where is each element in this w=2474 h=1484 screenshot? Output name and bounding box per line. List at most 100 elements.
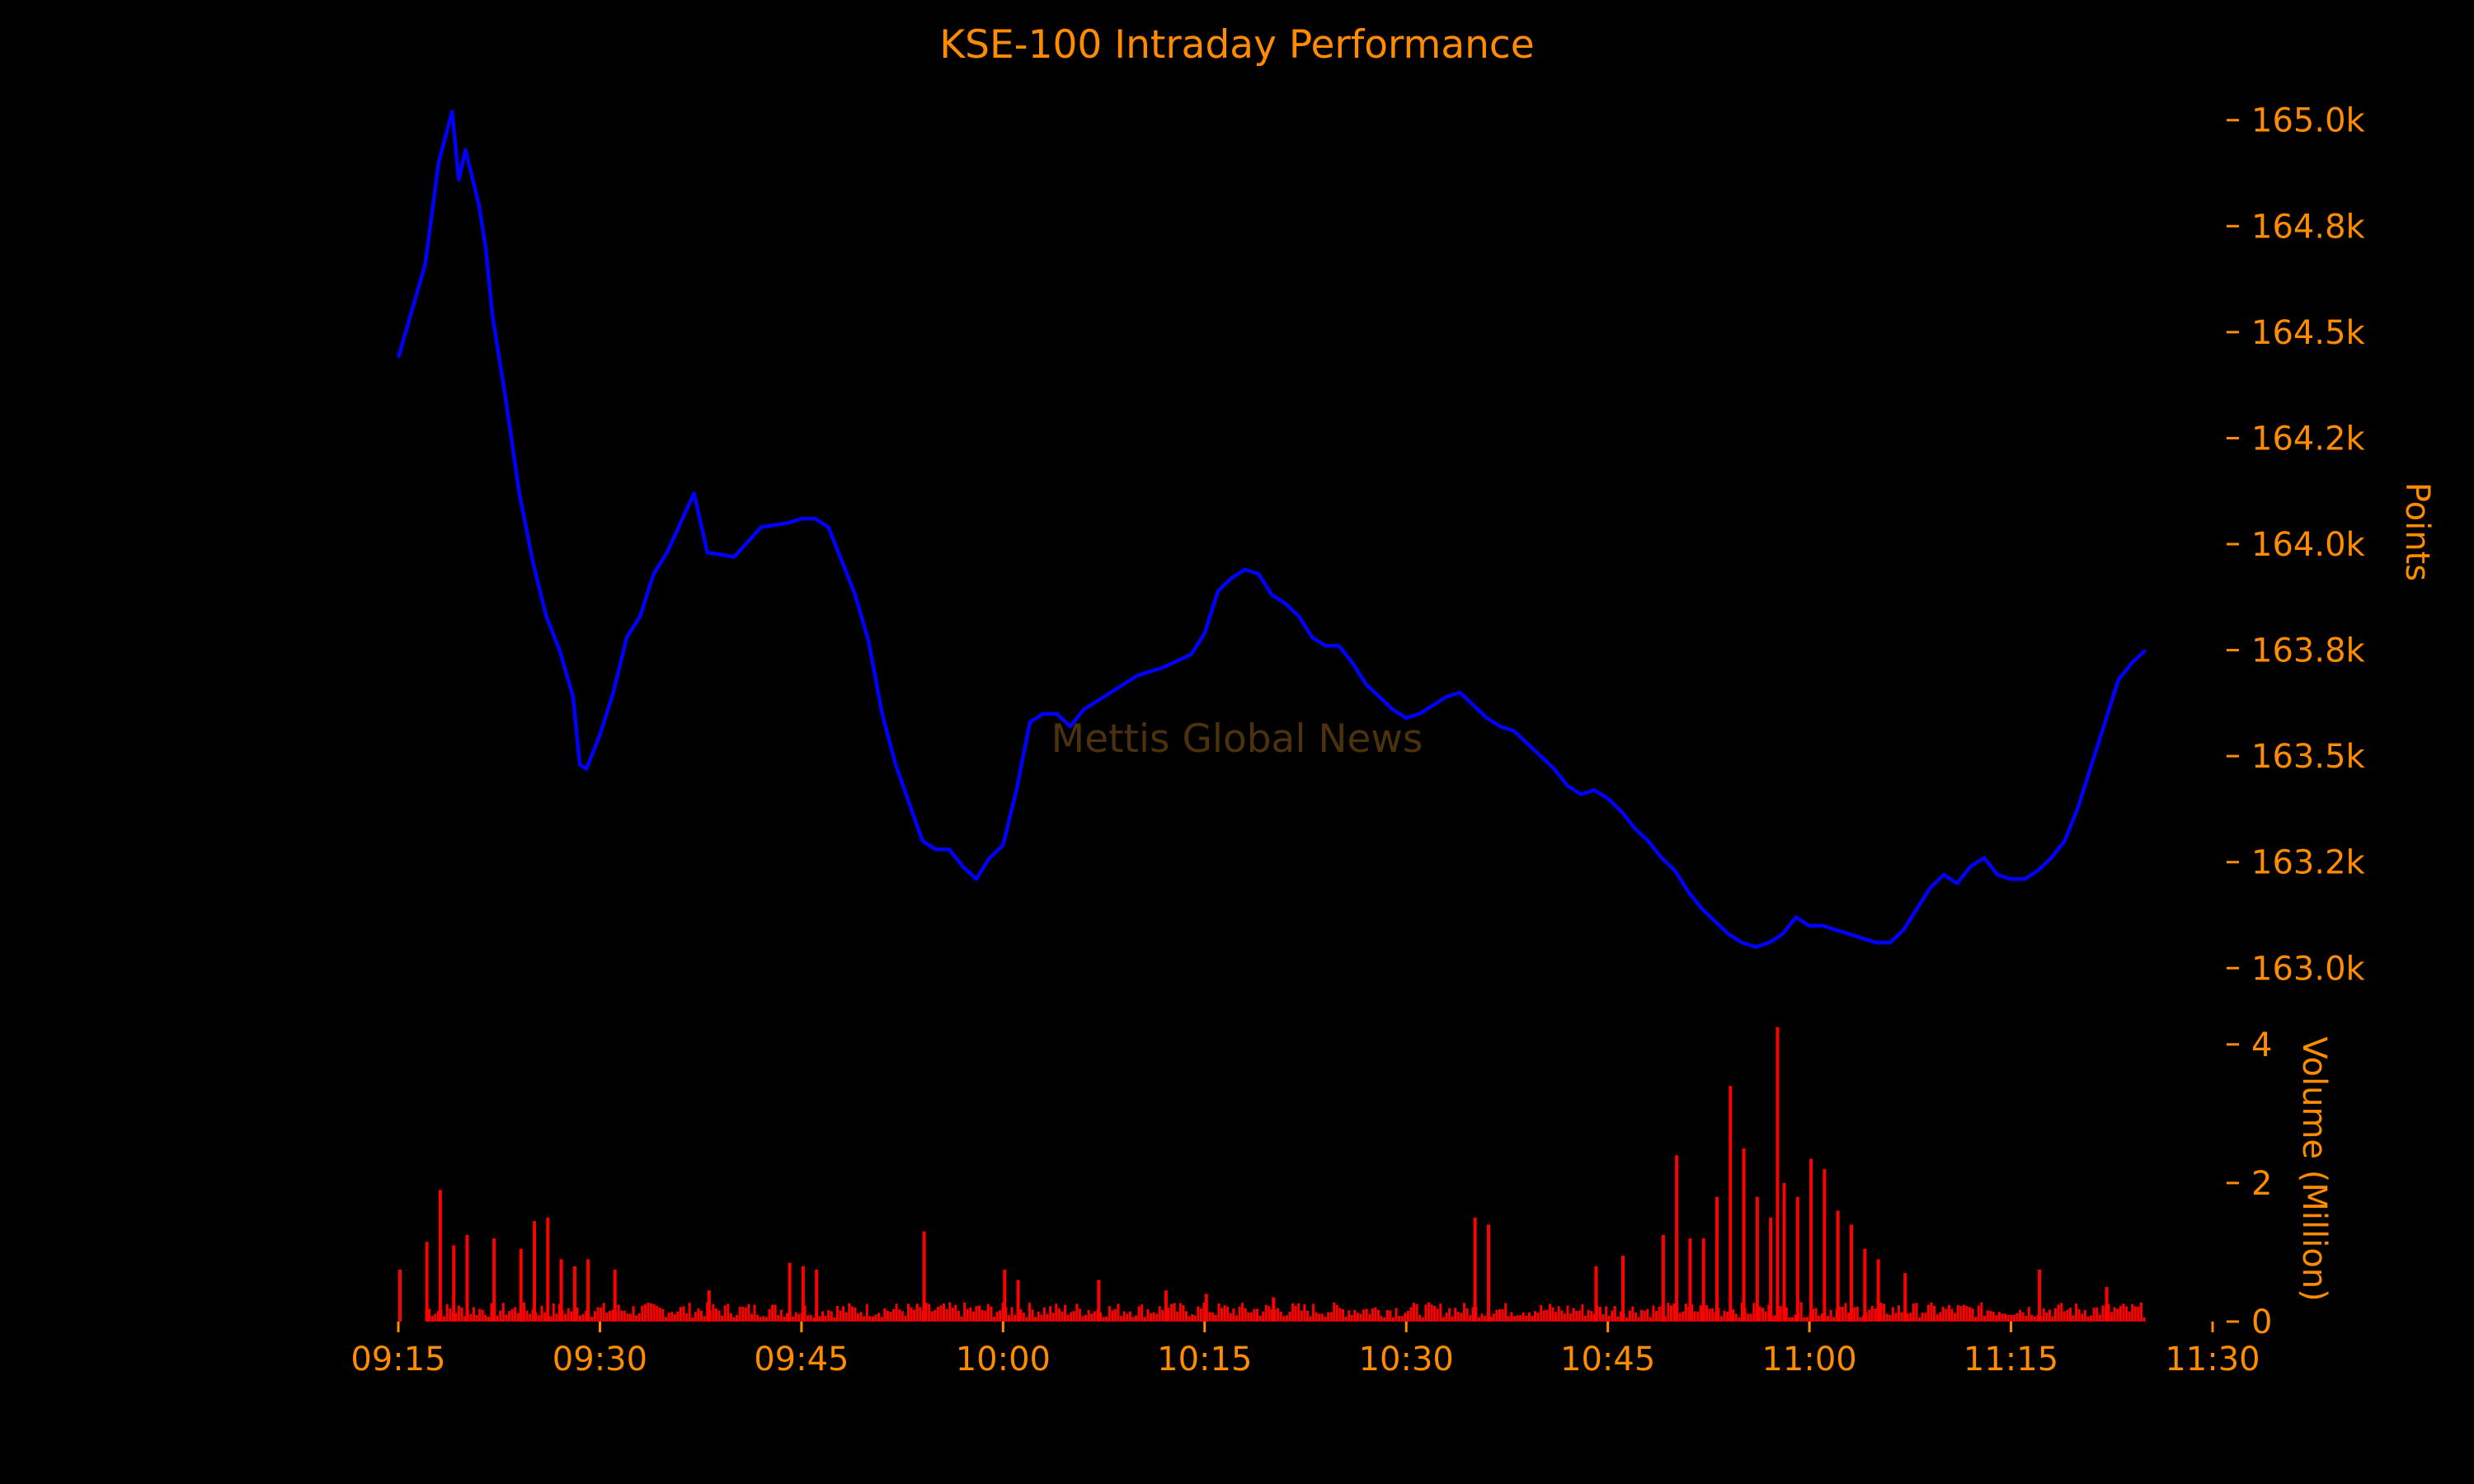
volume-bar-base [1672,1303,1676,1322]
volume-bar-base [868,1316,872,1322]
volume-bar-base [537,1315,540,1322]
volume-bar-base [1221,1308,1223,1322]
volume-bar-base [1385,1309,1389,1322]
volume-bar-base [602,1303,605,1322]
volume-bar-base [721,1315,724,1322]
volume-bar-base [1051,1313,1055,1322]
volume-bar-base [1531,1316,1534,1322]
volume-bar-base [679,1307,682,1322]
volume-bar-base [1983,1315,1986,1322]
volume-bar-base [1883,1303,1886,1322]
volume-bar-base [1602,1314,1605,1322]
volume-bar-base [736,1315,738,1322]
volume-bar-base [1344,1317,1348,1322]
volume-bar-base [1954,1313,1957,1322]
volume-bar-base [1752,1303,1756,1322]
volume-bar-base [971,1311,975,1322]
volume-bar-base [1182,1305,1185,1322]
volume-bar-base [1616,1316,1620,1322]
volume-bar-base [1297,1303,1300,1322]
volume-bar-base [2051,1316,2054,1322]
volume-bar-base [2054,1308,2057,1322]
volume-bar [1097,1280,1101,1322]
volume-bar-base [1238,1306,1241,1322]
volume-bar [1876,1259,1880,1322]
volume-bar-base [2128,1311,2131,1322]
volume-bar-base [1256,1308,1258,1322]
volume-bar-base [729,1313,732,1322]
volume-bar-base [596,1307,600,1322]
volume-bar-base [2125,1306,2128,1322]
volume-bar [1850,1224,1853,1322]
volume-bar-base [529,1313,532,1322]
volume-bar-base [1019,1309,1023,1322]
chart-title: KSE-100 Intraday Performance [939,22,1534,68]
volume-bar [519,1248,523,1322]
volume-bar-base [1926,1304,1930,1322]
volume-bar-base [1010,1307,1014,1322]
volume-bar-base [2019,1309,2021,1322]
volume-bar-base [1128,1311,1131,1322]
volume-bar-base [732,1317,736,1322]
volume-bar-base [581,1313,585,1322]
volume-bar-base [1563,1313,1566,1322]
volume-bar-base [454,1313,458,1322]
volume-bar-base [1868,1309,1871,1322]
volume-bar-base [1126,1313,1129,1322]
volume-bar-base [807,1315,810,1322]
volume-bar-base [2062,1311,2066,1322]
volume-bar-base [1111,1310,1114,1322]
volume-bar-base [2042,1308,2045,1322]
volume-bar-base [1398,1316,1401,1322]
volume-bar-base [1726,1311,1729,1322]
volume-bar-base [1995,1315,1998,1322]
volume-bar-base [1028,1303,1031,1322]
volume-bar [559,1259,563,1322]
volume-bar-base [1900,1312,1903,1322]
volume-bar [1701,1238,1705,1322]
volume-bar [452,1245,456,1322]
volume-bar-base [1575,1311,1578,1322]
volume-bar-base [1309,1316,1312,1322]
volume-bar-base [1933,1305,1935,1322]
volume-bar [1795,1196,1799,1322]
volume-bar-base [2081,1313,2084,1322]
volume-bar-base [1137,1306,1141,1322]
volume-bar-base [1581,1303,1584,1322]
volume-bar-base [727,1303,730,1322]
volume-bar-base [1409,1307,1413,1322]
volume-bar-base [1377,1309,1380,1322]
volume-bar [1003,1270,1007,1322]
volume-bar-base [714,1308,717,1322]
volume-bar-base [1977,1305,1980,1322]
volume-bar-base [2110,1312,2114,1322]
volume-bar-base [812,1317,816,1322]
volume-bar [1473,1217,1477,1322]
volume-bar-base [1324,1317,1327,1322]
volume-bar-base [1395,1308,1398,1322]
volume-bar [1661,1234,1665,1322]
volume-bar [815,1270,819,1322]
volume-bar-base [508,1311,510,1322]
volume-bar-base [490,1303,493,1322]
volume-bar-base [1634,1313,1637,1322]
volume-bar-base [1406,1311,1409,1322]
price-panel: 163.0k 163.2k 163.5k 163.8k 164.0k 164.2k 164.… [396,102,2436,988]
volume-bar-base [1350,1315,1353,1322]
volume-bar-base [954,1304,957,1322]
volume-bar-base [1962,1304,1965,1322]
volume-bar [1809,1158,1813,1322]
volume-bar-base [620,1310,623,1322]
volume-bar-base [1918,1317,1921,1322]
volume-bar-base [1362,1309,1366,1322]
volume-bar-base [436,1310,440,1322]
volume-bar-base [1288,1312,1291,1322]
volume-bar-base [717,1310,721,1322]
volume-bar-base [1853,1307,1856,1322]
volume-bar-base [1519,1315,1522,1322]
volume-bar-base [1495,1309,1498,1322]
volume-bar-base [579,1315,581,1322]
volume-bar-base [1087,1310,1090,1322]
volume-bar-base [762,1316,765,1322]
volume-bar-base [585,1310,588,1322]
